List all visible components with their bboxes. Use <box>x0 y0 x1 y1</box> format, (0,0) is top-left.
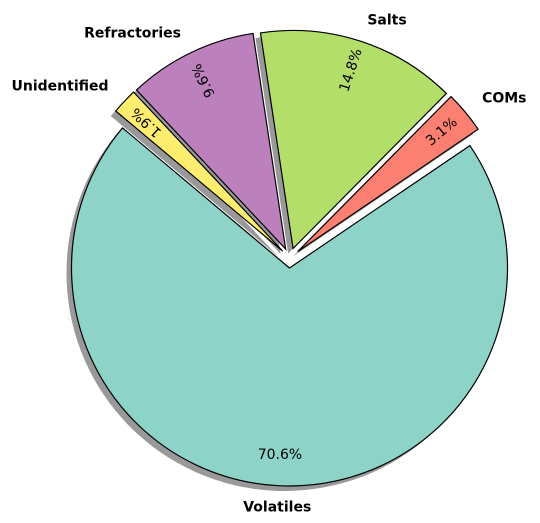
wedge <box>70 127 509 487</box>
category-label: Refractories <box>84 25 181 41</box>
wedge <box>297 95 479 253</box>
category-label: Unidentified <box>12 78 109 94</box>
percent-label: 70.6% <box>258 447 302 463</box>
category-label: Salts <box>367 12 406 28</box>
wedge <box>259 29 448 250</box>
category-label: Volatiles <box>243 499 311 515</box>
wedge <box>114 91 284 252</box>
category-label: COMs <box>482 90 526 106</box>
wedge <box>135 32 287 251</box>
